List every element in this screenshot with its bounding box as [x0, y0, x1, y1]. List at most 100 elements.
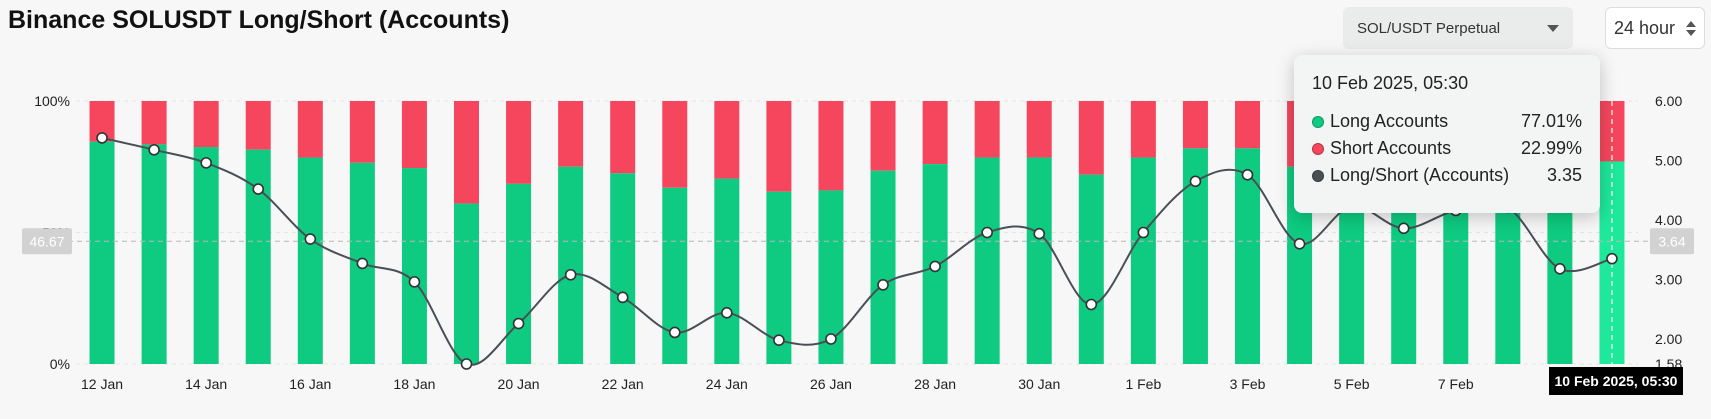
- long-bar: [558, 166, 584, 364]
- long-bar: [870, 170, 896, 364]
- long-bar: [506, 183, 532, 364]
- x-tick: 1 Feb: [1125, 376, 1161, 392]
- long-bar: [401, 168, 427, 364]
- tooltip-label: Long/Short (Accounts): [1330, 165, 1510, 185]
- pair-select[interactable]: SOL/USDT Perpetual: [1343, 7, 1573, 49]
- ratio-point: [1606, 252, 1618, 265]
- ratio-point: [1554, 262, 1566, 275]
- long-bar: [89, 141, 115, 364]
- tooltip-label: Short Accounts: [1330, 138, 1452, 158]
- long-bar: [141, 144, 167, 364]
- short-bar: [1182, 101, 1208, 149]
- ratio-point: [460, 358, 473, 370]
- interval-select[interactable]: 24 hour: [1605, 7, 1705, 49]
- crosshair-right-label: 3.64: [1658, 233, 1685, 249]
- ratio-point: [1085, 298, 1098, 311]
- ratio-point: [148, 143, 160, 156]
- short-dot-icon: [1312, 142, 1324, 155]
- x-tick: 18 Jan: [393, 376, 435, 392]
- ratio-point: [877, 279, 889, 291]
- short-bar: [1130, 101, 1156, 158]
- x-tick: 20 Jan: [498, 376, 540, 392]
- tooltip-value: 22.99%: [1520, 138, 1582, 158]
- ratio-point: [564, 268, 577, 281]
- long-bar: [1026, 157, 1052, 364]
- short-bar: [141, 101, 167, 145]
- ratio-point: [773, 334, 785, 346]
- short-bar: [558, 101, 584, 167]
- short-bar: [610, 101, 636, 174]
- long-bar: [454, 203, 479, 364]
- pair-select-value: SOL/USDT Perpetual: [1357, 19, 1501, 37]
- short-bar: [662, 101, 688, 188]
- x-tick: 30 Jan: [1018, 376, 1060, 392]
- short-bar: [1078, 101, 1104, 175]
- ratio-point: [512, 317, 525, 330]
- x-tick: 12 Jan: [81, 376, 123, 392]
- long-bar: [610, 173, 636, 364]
- y-right-tick: 5.00: [1655, 153, 1682, 169]
- tooltip-row-short: Short Accounts 22.99%: [1312, 135, 1582, 162]
- x-tick: 22 Jan: [602, 376, 644, 392]
- x-tick: 24 Jan: [706, 376, 748, 392]
- tooltip-value: 77.01%: [1520, 111, 1582, 131]
- short-bar: [766, 101, 792, 192]
- y-right-tick: 3.00: [1655, 272, 1682, 288]
- y-right-tick: 6.00: [1655, 93, 1682, 109]
- ratio-point: [981, 226, 993, 239]
- long-bar: [974, 157, 1000, 364]
- ratio-point: [721, 307, 733, 319]
- short-bar: [245, 101, 271, 150]
- y-right-tick: 4.00: [1655, 212, 1682, 228]
- tooltip-label: Long Accounts: [1330, 111, 1449, 131]
- crosshair-left-label: 46.67: [29, 233, 64, 249]
- tooltip-row-ratio: Long/Short (Accounts) 3.35: [1312, 162, 1582, 189]
- x-tick: 3 Feb: [1230, 376, 1266, 392]
- long-dot-icon: [1312, 115, 1324, 128]
- long-bar: [1235, 148, 1260, 364]
- x-tick: 14 Jan: [185, 376, 227, 392]
- ratio-point: [1293, 238, 1306, 250]
- interval-select-value: 24 hour: [1614, 17, 1676, 38]
- long-bar: [1130, 157, 1156, 364]
- long-bar: [714, 178, 740, 364]
- ratio-dot-icon: [1312, 169, 1324, 182]
- tooltip-date: 10 Feb 2025, 05:30: [1312, 73, 1469, 93]
- x-tick: 16 Jan: [289, 376, 331, 392]
- ratio-point: [1137, 226, 1150, 239]
- x-tick: 5 Feb: [1334, 376, 1370, 392]
- ratio-point: [356, 257, 369, 270]
- ratio-point: [304, 233, 317, 245]
- long-bar: [245, 149, 271, 364]
- short-bar: [193, 101, 219, 148]
- short-bar: [1235, 101, 1260, 149]
- ratio-point: [929, 260, 941, 273]
- ratio-point: [616, 291, 629, 304]
- short-bar: [349, 101, 375, 163]
- y-right-tick: 2.00: [1655, 331, 1682, 347]
- short-bar: [870, 101, 896, 171]
- crosshair-bottom-label: 10 Feb 2025, 05:30: [1555, 373, 1678, 389]
- long-bar: [193, 147, 219, 364]
- x-tick: 28 Jan: [914, 376, 956, 392]
- ratio-point: [1189, 175, 1202, 188]
- ratio-point: [252, 183, 265, 195]
- tooltip-row-long: Long Accounts 77.01%: [1312, 108, 1582, 135]
- ratio-point: [408, 276, 421, 288]
- updown-arrows-icon: [1686, 20, 1696, 36]
- crosshair-left-label-bg: [22, 228, 72, 255]
- y-left-tick: 0%: [50, 356, 70, 372]
- ratio-point: [96, 132, 108, 144]
- ratio-point: [1033, 227, 1046, 240]
- ratio-point: [1397, 222, 1410, 235]
- tooltip: 10 Feb 2025, 05:30 Long Accounts 77.01% …: [1294, 55, 1600, 213]
- short-bar: [297, 101, 323, 158]
- short-bar: [401, 101, 427, 169]
- x-tick: 26 Jan: [810, 376, 852, 392]
- y-left-tick: 100%: [34, 93, 70, 109]
- short-bar: [506, 101, 532, 184]
- long-bar: [297, 157, 323, 364]
- ratio-point: [825, 333, 837, 345]
- ratio-point: [1241, 168, 1254, 181]
- ratio-point: [668, 326, 681, 339]
